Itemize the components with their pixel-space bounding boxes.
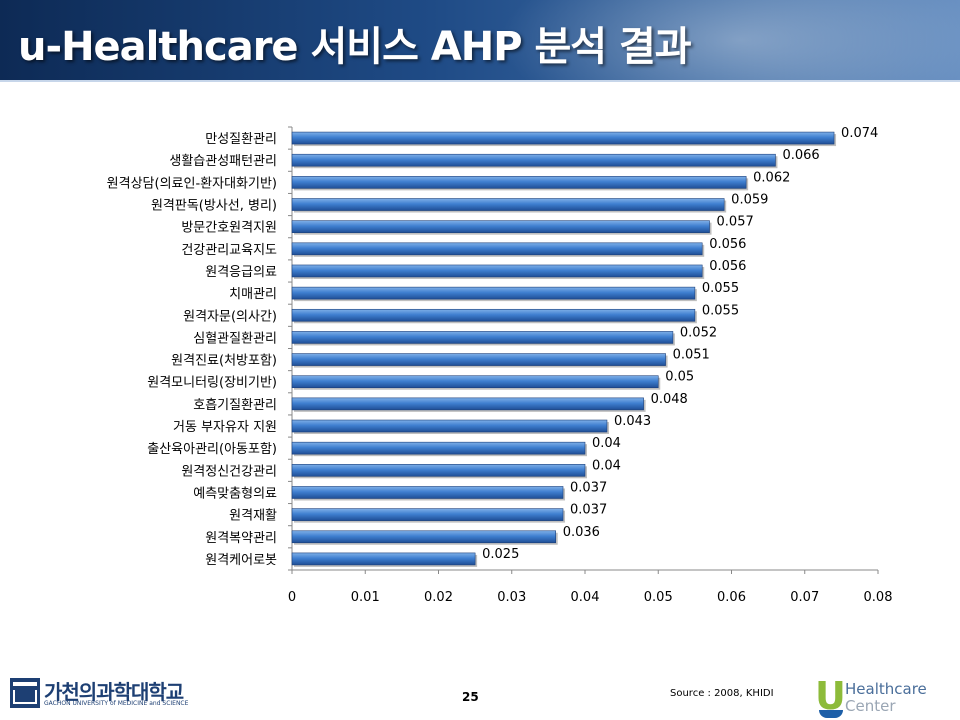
x-tick-label: 0.04 [571,590,600,605]
source-note: Source : 2008, KHIDI [670,688,774,699]
value-label: 0.051 [673,348,710,363]
category-label: 예측맞춤형의료 [193,486,277,501]
category-label: 만성질환관리 [205,132,277,147]
category-label: 치매관리 [229,287,277,302]
category-label: 건강관리교육지도 [181,243,277,258]
category-label: 원격판독(방사선, 병리) [151,199,277,214]
bar [291,441,586,455]
value-label: 0.037 [570,480,607,495]
value-label: 0.074 [841,126,878,141]
bar [291,176,747,189]
bar [291,264,703,278]
value-label: 0.05 [665,370,694,385]
x-tick-label: 0.05 [644,590,673,605]
university-logo: 가천의과학대학교 GACHON UNIVERSITY of MEDICINE a… [10,676,240,716]
bar [291,353,666,366]
value-label: 0.048 [651,392,688,407]
bar [291,552,476,566]
banner-glow [480,0,960,80]
bar [291,419,608,433]
bar [291,397,644,411]
x-tick-label: 0.02 [424,590,453,605]
brand-line2: Center [845,697,896,715]
value-label: 0.056 [709,259,746,274]
slide-title: u-Healthcare 서비스 AHP 분석 결과 [18,24,692,70]
category-label: 원격응급의료 [205,265,277,280]
value-label: 0.025 [482,547,519,562]
category-label: 방문간호원격지원 [181,221,277,236]
category-label: 원격정신건강관리 [181,464,277,479]
category-label: 원격모니터링(장비기반) [147,376,277,391]
value-label: 0.057 [717,215,754,230]
value-label: 0.062 [753,170,790,185]
category-label: 원격재활 [229,509,277,524]
header-divider [0,80,960,82]
category-label: 거동 부자유자 지원 [173,420,277,435]
x-tick-label: 0.08 [864,590,893,605]
chart-labels: 만성질환관리 0.074 생활습관성패턴관리 0.066 원격상담(의료인-환자대화기반… [107,126,879,568]
bar [291,131,835,145]
bar [291,220,710,233]
title-banner: u-Healthcare 서비스 AHP 분석 결과 [0,0,960,80]
bar [291,486,564,499]
value-label: 0.055 [702,281,739,296]
value-label: 0.052 [680,325,717,340]
category-label: 호흡기질환관리 [193,398,277,413]
bar [291,242,703,256]
category-label: 원격진료(처방포함) [171,354,277,369]
x-tick-label: 0.03 [497,590,526,605]
bar [291,331,674,344]
bar-chart: 0 0.01 0.02 0.03 0.04 0.05 0.06 0.07 0.08 만성질환관리… [107,126,893,605]
category-label: 원격케어로봇 [205,553,277,568]
category-label: 원격상담(의료인-환자대화기반) [107,176,277,191]
value-label: 0.037 [570,503,607,518]
x-tick-label: 0.01 [351,590,380,605]
x-tick-label: 0 [288,590,296,605]
bar [291,198,725,211]
healthcare-center-logo: U Healthcare Center [815,674,955,718]
value-label: 0.056 [709,237,746,252]
value-label: 0.036 [563,525,600,540]
brand-arc-icon [819,710,843,718]
x-tick-label: 0.06 [717,590,746,605]
brand-u-letter: U [815,674,846,718]
bar [291,308,696,322]
university-emblem-icon [10,678,40,708]
brand-line1: Healthcare [845,680,927,698]
bar [291,530,557,544]
category-label: 심혈관질환관리 [193,331,277,346]
value-label: 0.055 [702,303,739,318]
x-tick-label: 0.07 [790,590,819,605]
bar [291,153,776,167]
university-subtitle: GACHON UNIVERSITY of MEDICINE and SCIENC… [44,700,189,707]
page-number: 25 [462,690,479,704]
chart-bars [291,131,837,567]
bar [291,464,586,477]
bar [291,508,564,521]
value-label: 0.04 [592,458,621,473]
value-label: 0.066 [782,148,819,163]
value-label: 0.043 [614,414,651,429]
university-name: 가천의과학대학교 [44,680,184,704]
bar [291,286,696,300]
category-label: 출산육아관리(아동포함) [147,442,277,457]
value-label: 0.04 [592,436,621,451]
category-label: 생활습관성패턴관리 [169,154,277,169]
bar [291,375,659,389]
value-label: 0.059 [731,193,768,208]
category-label: 원격복약관리 [205,531,277,546]
category-label: 원격자문(의사간) [183,309,277,324]
